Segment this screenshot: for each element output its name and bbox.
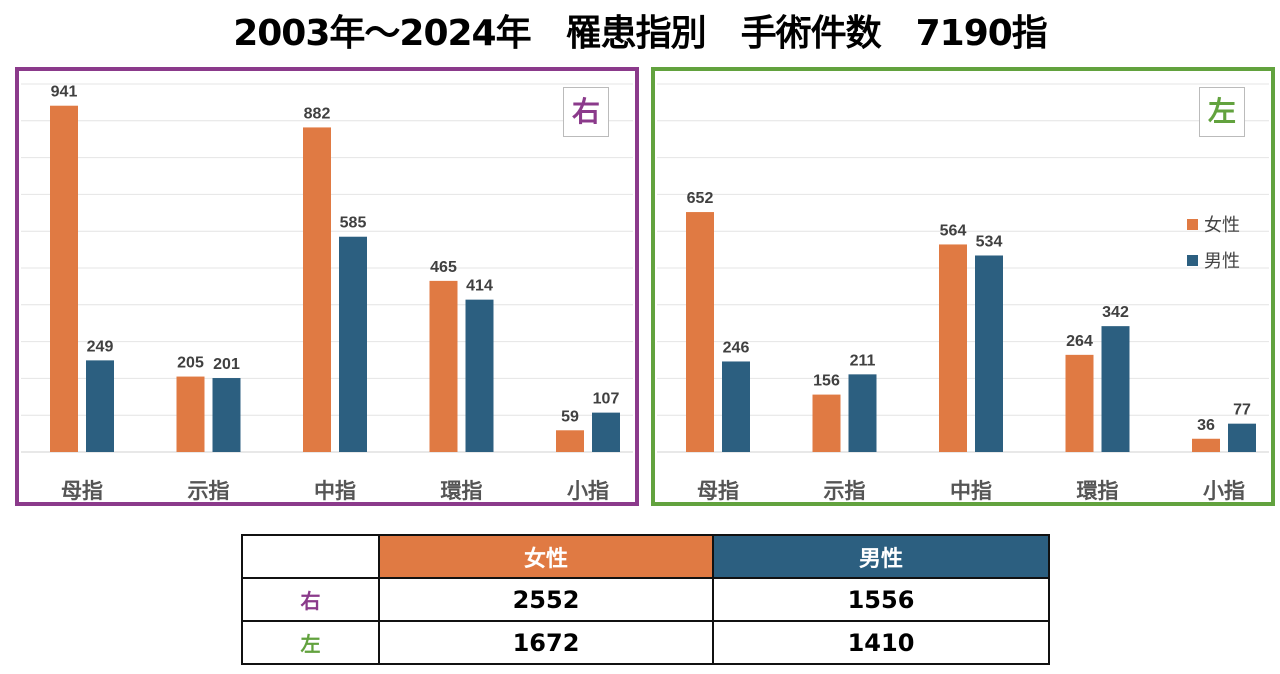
cell-right-female: 2552 — [378, 577, 714, 622]
cell-left-male: 1410 — [712, 620, 1050, 665]
header-male: 男性 — [712, 534, 1050, 579]
data-label: 156 — [813, 373, 840, 390]
legend-female-label: 女性 — [1204, 215, 1240, 236]
category-label: 小指 — [567, 479, 609, 502]
data-label: 201 — [213, 356, 240, 373]
bar-male — [339, 236, 367, 452]
data-label: 534 — [976, 233, 1003, 250]
bar-female — [50, 105, 78, 452]
row-label-right: 右 — [241, 577, 380, 622]
right-side-label: 右 — [563, 87, 609, 137]
data-label: 342 — [1102, 304, 1129, 321]
header-empty — [241, 534, 380, 579]
bar-male — [592, 412, 620, 452]
data-label: 249 — [87, 338, 114, 355]
data-label: 882 — [304, 105, 331, 122]
left-chart-svg: 652 246 母指 156 211 示指 564 534 中指 264 342 環指 36 77 小指 — [657, 83, 1269, 502]
data-label: 585 — [340, 215, 367, 232]
data-label: 414 — [466, 278, 493, 295]
bar-male — [1101, 326, 1130, 452]
legend-male-swatch — [1187, 254, 1198, 266]
category-label: 環指 — [441, 479, 483, 502]
bar-male — [722, 361, 750, 452]
left-hand-chart: 652 246 母指 156 211 示指 564 534 中指 264 342 環指 36 77 小指 左… — [651, 67, 1275, 506]
data-label: 59 — [561, 408, 579, 425]
bar-male — [86, 360, 114, 452]
legend: 女性 男性 — [1187, 211, 1240, 283]
data-label: 77 — [1233, 402, 1251, 419]
bar-female — [939, 244, 967, 452]
data-label: 564 — [940, 222, 967, 239]
table-row: 右 2552 1556 — [241, 577, 1050, 622]
bar-female — [812, 394, 841, 452]
category-label: 示指 — [188, 479, 230, 502]
bar-female — [303, 127, 331, 452]
cell-right-male: 1556 — [712, 577, 1050, 622]
bar-male — [1228, 423, 1256, 452]
legend-male-label: 男性 — [1204, 251, 1240, 272]
header-female: 女性 — [378, 534, 714, 579]
table-header-row: 女性 男性 — [241, 534, 1050, 579]
bar-female — [556, 430, 584, 452]
legend-female: 女性 — [1187, 211, 1240, 237]
right-hand-chart: 941 249 母指 205 201 示指 882 585 中指 465 414 環指 59 107 小指 … — [15, 67, 639, 506]
row-label-left: 左 — [241, 620, 380, 665]
bar-female — [429, 280, 458, 452]
bar-male — [212, 378, 241, 452]
bar-female — [176, 376, 205, 452]
data-label: 941 — [51, 84, 78, 101]
legend-male: 男性 — [1187, 247, 1240, 273]
bar-female — [1192, 438, 1220, 452]
data-label: 246 — [723, 339, 750, 356]
category-label: 母指 — [697, 479, 739, 502]
summary-table: 女性 男性 右 2552 1556 左 1672 1410 — [241, 534, 1050, 665]
category-label: 中指 — [314, 479, 356, 502]
page-title: 2003年～2024年 罹患指別 手術件数 7190指 — [233, 13, 1048, 54]
bar-male — [465, 299, 494, 452]
data-label: 652 — [687, 190, 714, 207]
category-label: 示指 — [824, 479, 866, 502]
data-label: 264 — [1066, 333, 1093, 350]
data-label: 465 — [430, 259, 457, 276]
category-label: 中指 — [950, 479, 992, 502]
cell-left-female: 1672 — [378, 620, 714, 665]
bar-male — [975, 255, 1003, 452]
bar-female — [686, 212, 714, 452]
category-label: 環指 — [1077, 479, 1119, 502]
data-label: 211 — [850, 352, 876, 369]
data-label: 107 — [593, 391, 620, 408]
category-label: 小指 — [1203, 479, 1245, 502]
bar-male — [848, 374, 877, 452]
category-label: 母指 — [61, 479, 103, 502]
table-row: 左 1672 1410 — [241, 620, 1050, 665]
left-side-label: 左 — [1199, 87, 1245, 137]
bar-female — [1065, 354, 1094, 452]
legend-female-swatch — [1187, 218, 1198, 230]
data-label: 36 — [1197, 417, 1215, 434]
data-label: 205 — [177, 355, 204, 372]
right-chart-svg: 941 249 母指 205 201 示指 882 585 中指 465 414 環指 59 107 小指 — [21, 83, 633, 502]
